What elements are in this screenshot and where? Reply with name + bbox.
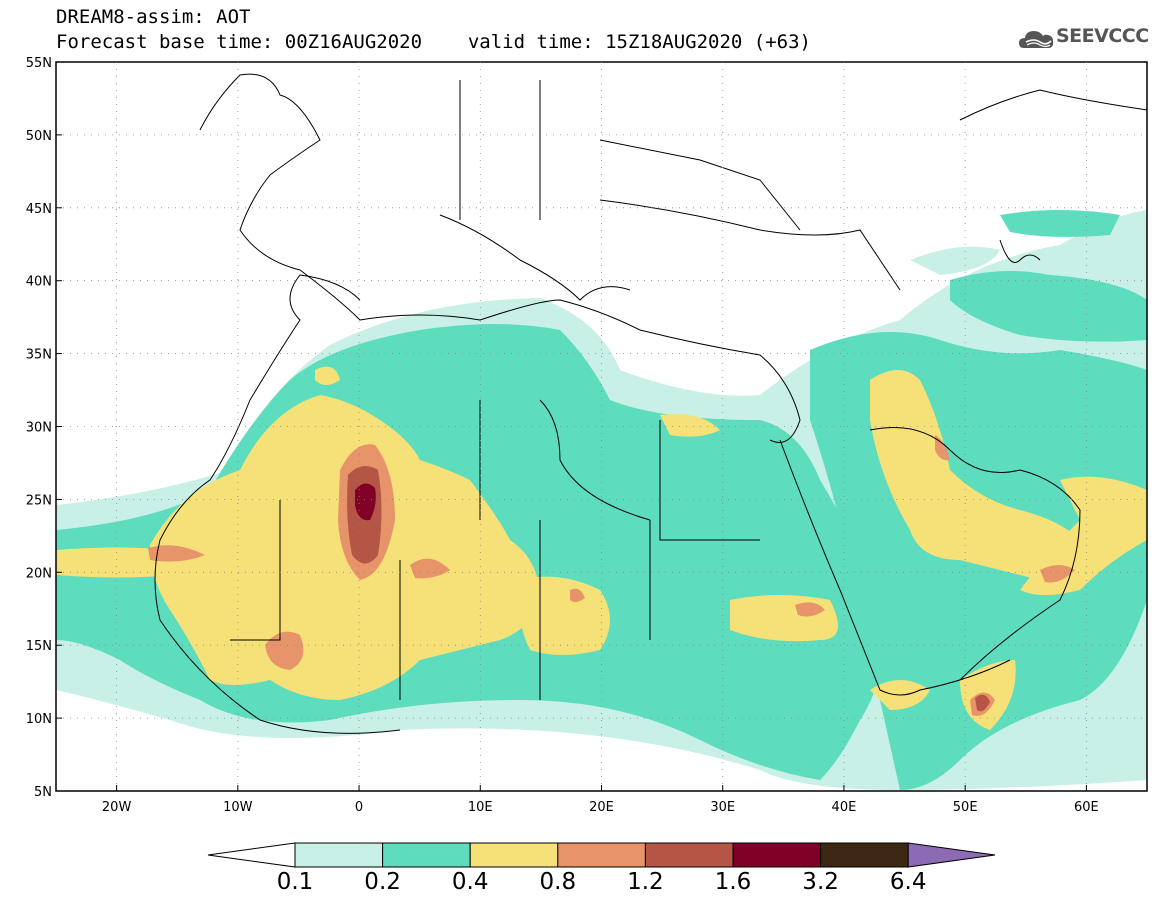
lat-tick-label: 5N xyxy=(34,785,52,800)
colorbar-label: 0.1 xyxy=(276,869,314,895)
colorbar-segment xyxy=(732,842,822,868)
lon-tick-label: 10W xyxy=(223,800,253,815)
aot-level-0.4 xyxy=(56,366,1147,730)
colorbar-label: 0.2 xyxy=(364,869,401,895)
lat-tick-label: 40N xyxy=(26,275,52,290)
lon-tick-label: 60E xyxy=(1074,800,1099,815)
lat-tick-label: 15N xyxy=(26,639,52,654)
colorbar-segment xyxy=(557,842,646,868)
forecast-time-line: Forecast base time: 00Z16AUG2020 valid t… xyxy=(56,31,811,53)
coastlines xyxy=(154,73,1147,734)
colorbar-segment xyxy=(382,842,471,868)
lon-tick-label: 20W xyxy=(102,800,132,815)
lon-tick-label: 20E xyxy=(589,800,614,815)
base-time-label: Forecast base time: 00Z16AUG2020 xyxy=(56,31,423,53)
gridlines xyxy=(56,62,1147,791)
valid-time-label: valid time: 15Z18AUG2020 (+63) xyxy=(467,31,811,53)
lon-tick-label: 50E xyxy=(953,800,978,815)
colorbar-label: 6.4 xyxy=(889,869,927,895)
lat-tick-label: 50N xyxy=(26,129,52,144)
colorbar-label: 1.2 xyxy=(627,869,664,895)
lat-tick-label: 30N xyxy=(26,421,52,436)
lat-tick-label: 20N xyxy=(26,566,52,581)
colorbar-segment xyxy=(469,842,559,868)
lon-tick-label: 10E xyxy=(468,800,493,815)
lat-tick-label: 45N xyxy=(26,202,52,217)
lon-tick-label: 30E xyxy=(710,800,735,815)
lon-tick-label: 0 xyxy=(355,800,363,815)
colorbar-under-arrow xyxy=(207,842,296,868)
lat-tick-label: 10N xyxy=(26,712,52,727)
lon-tick-label: 40E xyxy=(832,800,857,815)
aot-level-1.6 xyxy=(355,483,376,521)
lat-tick-label: 25N xyxy=(26,493,52,508)
colorbar-label: 0.8 xyxy=(539,869,577,895)
lat-tick-label: 55N xyxy=(26,56,52,71)
colorbar-segment xyxy=(820,842,909,868)
map-title: DREAM8-assim: AOT xyxy=(56,6,251,28)
cloud-logo-icon xyxy=(1019,31,1054,48)
colorbar-label: 0.4 xyxy=(451,869,489,895)
logo-text: SEEVCCC xyxy=(1056,25,1149,47)
colorbar-segment xyxy=(644,842,734,868)
colorbar-segment xyxy=(294,842,384,868)
colorbar-label: 3.2 xyxy=(802,869,839,895)
colorbar-label: 1.6 xyxy=(714,869,752,895)
colorbar-over-arrow xyxy=(907,842,996,868)
tick-labels: 55N 50N 45N 40N 35N 30N 25N 20N 15N 10N 5N 20W 10W 0 1… xyxy=(26,56,1099,815)
lat-tick-label: 35N xyxy=(26,348,52,363)
aot-field xyxy=(56,73,1147,790)
colorbar xyxy=(207,842,996,868)
